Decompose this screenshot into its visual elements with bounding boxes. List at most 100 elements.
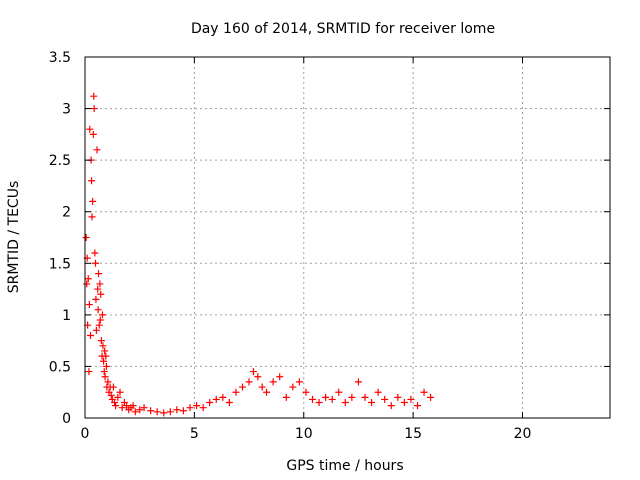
data-point bbox=[387, 402, 395, 410]
data-point bbox=[186, 404, 194, 412]
data-point bbox=[341, 399, 349, 407]
x-axis-label: GPS time / hours bbox=[286, 458, 403, 474]
data-point bbox=[86, 125, 94, 133]
data-point bbox=[173, 406, 181, 414]
data-point bbox=[83, 280, 91, 288]
data-point bbox=[112, 402, 120, 410]
data-point bbox=[420, 388, 428, 396]
data-point bbox=[114, 393, 122, 401]
data-point bbox=[315, 399, 323, 407]
data-point bbox=[101, 373, 109, 381]
data-point bbox=[84, 275, 92, 283]
data-point bbox=[100, 368, 108, 376]
data-point bbox=[354, 378, 362, 386]
data-point bbox=[302, 388, 310, 396]
data-point bbox=[147, 407, 155, 415]
data-point bbox=[407, 395, 415, 403]
data-point bbox=[212, 395, 220, 403]
data-point bbox=[206, 399, 214, 407]
data-point bbox=[94, 285, 102, 293]
data-point bbox=[131, 408, 139, 416]
x-axis-ticks: 0 5 10 15 20 bbox=[81, 57, 532, 442]
data-point bbox=[129, 402, 137, 410]
data-point bbox=[89, 197, 97, 205]
data-point bbox=[99, 311, 106, 319]
data-point bbox=[88, 177, 96, 185]
x-tick-label: 20 bbox=[514, 426, 532, 442]
data-point bbox=[276, 373, 284, 381]
data-point bbox=[123, 402, 131, 410]
data-point bbox=[99, 342, 107, 350]
y-tick-label: 0 bbox=[62, 411, 71, 427]
data-point bbox=[96, 316, 104, 324]
data-point bbox=[92, 259, 99, 267]
data-point bbox=[153, 408, 161, 416]
data-point bbox=[361, 393, 369, 401]
y-axis-label: SRMTID / TECUs bbox=[6, 181, 22, 294]
data-point bbox=[101, 347, 109, 355]
grid bbox=[85, 57, 610, 418]
data-points bbox=[82, 92, 435, 417]
data-point bbox=[193, 402, 201, 410]
data-point bbox=[85, 301, 93, 309]
data-point bbox=[96, 280, 104, 288]
data-point bbox=[102, 352, 110, 360]
data-point bbox=[91, 249, 99, 257]
data-point bbox=[118, 404, 126, 412]
x-tick-label: 15 bbox=[404, 426, 422, 442]
data-point bbox=[92, 295, 100, 303]
data-point bbox=[86, 331, 94, 339]
x-tick-label: 10 bbox=[295, 426, 313, 442]
y-tick-label: 2 bbox=[62, 205, 71, 221]
data-point bbox=[328, 395, 336, 403]
data-point bbox=[100, 357, 108, 365]
data-point bbox=[414, 402, 421, 410]
data-point bbox=[89, 130, 97, 138]
x-tick-label: 0 bbox=[81, 426, 90, 442]
data-point bbox=[82, 234, 90, 241]
data-point bbox=[104, 378, 112, 386]
data-point bbox=[88, 213, 96, 221]
y-axis-ticks: 0 0.5 1 1.5 2 2.5 3 3.5 bbox=[49, 50, 610, 427]
data-point bbox=[249, 368, 257, 376]
data-point bbox=[254, 373, 262, 381]
data-point bbox=[269, 378, 277, 386]
data-point bbox=[239, 383, 246, 391]
data-point bbox=[93, 146, 101, 154]
data-point bbox=[322, 393, 330, 401]
data-point bbox=[95, 270, 103, 278]
data-point bbox=[309, 395, 316, 403]
data-point bbox=[107, 391, 115, 399]
data-point bbox=[335, 388, 343, 396]
x-tick-label: 5 bbox=[190, 426, 199, 442]
data-point bbox=[160, 409, 168, 417]
y-tick-label: 3.5 bbox=[49, 50, 71, 66]
data-point bbox=[225, 399, 233, 407]
data-point bbox=[97, 337, 105, 345]
data-point bbox=[199, 404, 207, 412]
data-point bbox=[368, 399, 376, 407]
data-point bbox=[166, 408, 174, 416]
data-point bbox=[289, 383, 297, 391]
data-point bbox=[381, 395, 389, 403]
data-point bbox=[111, 399, 119, 407]
y-tick-label: 1.5 bbox=[49, 256, 71, 272]
data-point bbox=[116, 388, 124, 396]
y-tick-label: 3 bbox=[62, 102, 71, 118]
data-point bbox=[295, 378, 303, 386]
data-point bbox=[282, 393, 290, 401]
data-point bbox=[394, 393, 402, 401]
plot-frame bbox=[84, 56, 611, 419]
data-point bbox=[109, 383, 117, 391]
data-point bbox=[85, 368, 93, 376]
y-tick-label: 1 bbox=[62, 308, 71, 324]
data-point bbox=[219, 393, 227, 401]
data-point bbox=[427, 393, 435, 401]
data-point bbox=[140, 404, 148, 412]
data-point bbox=[95, 321, 103, 329]
data-point bbox=[258, 383, 266, 391]
y-tick-label: 0.5 bbox=[49, 359, 71, 375]
data-point bbox=[136, 406, 144, 414]
data-point bbox=[263, 388, 271, 396]
